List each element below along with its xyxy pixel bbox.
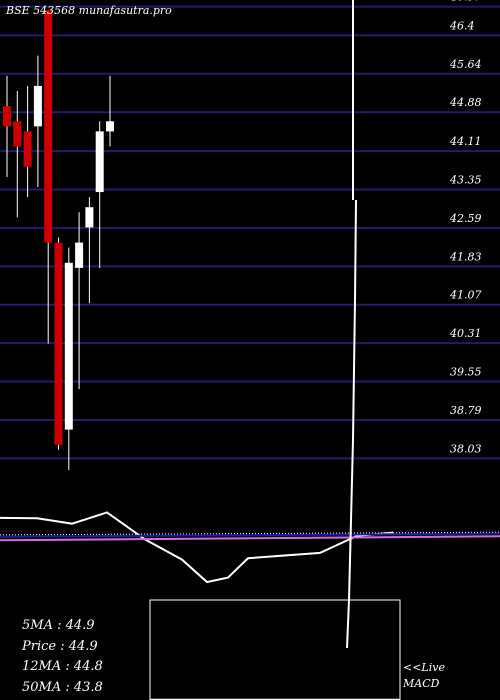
stat-5ma: 5MA : 44.9 (22, 618, 95, 633)
candle-body (95, 131, 104, 193)
candle-body (54, 242, 63, 445)
candle-body (64, 262, 73, 430)
candle-body (33, 85, 42, 127)
candle-body (44, 10, 53, 243)
macd-spike (346, 199, 357, 649)
candle-body (106, 121, 114, 132)
price-tick-label: 46.4 (449, 19, 475, 32)
price-tick-label: 38.79 (450, 404, 482, 417)
candle-body (3, 106, 11, 127)
indicator-line (0, 532, 500, 538)
stat-50ma: 50MA : 43.8 (22, 680, 103, 695)
candle-body (13, 121, 22, 147)
stat-12ma: 12MA : 44.8 (22, 659, 103, 674)
ma-line (0, 511, 394, 584)
price-gridlines (0, 5, 500, 460)
price-tick-label: 40.31 (449, 327, 482, 340)
price-tick-label: 45.64 (449, 58, 482, 71)
candle-body (85, 207, 94, 228)
price-tick-label: 44.11 (449, 135, 482, 148)
price-tick-label: 44.88 (449, 96, 482, 109)
macd-lines (150, 199, 400, 700)
price-tick-label: 42.59 (449, 212, 482, 225)
price-tick-label: 38.03 (450, 442, 482, 455)
indicator-line (0, 535, 500, 542)
price-tick-label: 46.97 (449, 0, 482, 4)
macd-label: MACD (402, 677, 440, 690)
watermark: BSE 543568 munafasutra.pro (5, 4, 172, 17)
price-tick-label: 41.07 (449, 289, 482, 302)
price-tick-label: 39.55 (450, 366, 482, 379)
candle-body (23, 131, 32, 167)
live-label: <<Live (403, 661, 445, 674)
candle-body (75, 242, 84, 268)
candlesticks (3, 10, 114, 470)
indicator-lines (0, 511, 500, 584)
price-tick-label: 43.35 (449, 174, 482, 187)
stat-price: Price : 44.9 (21, 639, 98, 654)
macd-box (149, 599, 401, 700)
price-tick-label: 41.83 (449, 250, 482, 263)
price-axis-labels: 46.97 46.4 45.64 44.88 44.11 43.35 42.59 41.83 4… (449, 0, 482, 455)
